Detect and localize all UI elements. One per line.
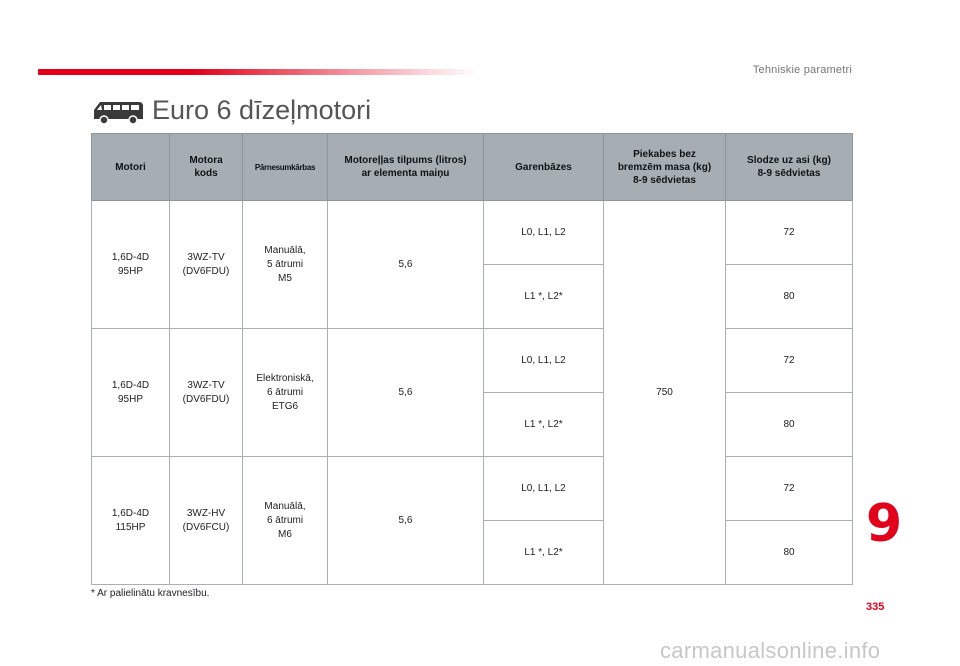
engine-spec-table: Motori Motora kods Pārnesumkārbas Motore…: [91, 133, 853, 585]
wheelbase-cell: L0, L1, L2: [483, 456, 604, 521]
table-row: 1,6D-4D 95HP 3WZ-TV (DV6FDU) Manuālā, 5 …: [91, 200, 853, 585]
oil-capacity-cell: 5,6: [327, 200, 484, 329]
watermark: carmanualsonline.info: [660, 638, 881, 663]
axle-load-cell: 72: [725, 200, 853, 265]
column-header-motori: Motori: [91, 133, 170, 201]
motor-cell: 1,6D-4D 95HP: [91, 200, 170, 329]
trailer-mass-cell: 750: [603, 200, 726, 585]
oil-capacity-cell: 5,6: [327, 328, 484, 457]
chapter-number: 9: [866, 494, 903, 554]
page-number: 335: [866, 601, 885, 613]
column-header-motora-kods: Motora kods: [169, 133, 243, 201]
axle-load-cell: 80: [725, 264, 853, 329]
axle-load-cell: 80: [725, 392, 853, 457]
table-row: 1,6D-4D 115HP 3WZ-HV (DV6FCU) Manuālā, 6…: [91, 456, 853, 585]
column-header-parnesumkarbas: Pārnesumkārbas: [242, 133, 328, 201]
gearbox-cell: Manuālā, 5 ātrumi M5: [242, 200, 328, 329]
gearbox-cell: Manuālā, 6 ātrumi M6: [242, 456, 328, 585]
oil-capacity-cell: 5,6: [327, 456, 484, 585]
axle-load-cell: 80: [725, 520, 853, 585]
column-header-trailer-mass: Piekabes bez bremzēm masa (kg) 8-9 sēdvi…: [603, 133, 726, 201]
engine-code-cell: 3WZ-TV (DV6FDU): [169, 200, 243, 329]
axle-load-cell: 72: [725, 456, 853, 521]
page-title: Euro 6 dīzeļmotori: [152, 95, 372, 125]
table-header-row: Motori Motora kods Pārnesumkārbas Motore…: [91, 133, 853, 201]
wheelbase-cell: L1 *, L2*: [483, 520, 604, 585]
table-row: L1 *, L2* 80: [92, 392, 853, 457]
column-header-axle-load: Slodze uz asi (kg) 8-9 sēdvietas: [725, 133, 853, 201]
wheelbase-cell: L1 *, L2*: [483, 392, 604, 457]
wheelbase-cell: L0, L1, L2: [483, 328, 604, 393]
table-row: L1 *, L2* 80: [92, 264, 853, 329]
column-header-garenbazes: Garenbāzes: [483, 133, 604, 201]
column-header-oil-capacity: Motoreļļas tilpums (litros) ar elementa …: [327, 133, 484, 201]
axle-load-cell: 72: [725, 328, 853, 393]
section-label: Tehniskie parametri: [752, 64, 852, 76]
engine-code-cell: 3WZ-HV (DV6FCU): [169, 456, 243, 585]
footnote: * Ar palielinātu kravnesību.: [91, 588, 210, 599]
van-icon: [94, 102, 143, 125]
header-accent-bar: [38, 69, 478, 75]
table-row: L1 *, L2* 80: [92, 520, 853, 585]
wheelbase-cell: L0, L1, L2: [483, 200, 604, 265]
wheelbase-cell: L1 *, L2*: [483, 264, 604, 329]
motor-cell: 1,6D-4D 95HP: [91, 328, 170, 457]
engine-code-cell: 3WZ-TV (DV6FDU): [169, 328, 243, 457]
gearbox-cell: Elektroniskā, 6 ātrumi ETG6: [242, 328, 328, 457]
table-row: 1,6D-4D 95HP 3WZ-TV (DV6FDU) Elektronisk…: [91, 328, 853, 457]
motor-cell: 1,6D-4D 115HP: [91, 456, 170, 585]
